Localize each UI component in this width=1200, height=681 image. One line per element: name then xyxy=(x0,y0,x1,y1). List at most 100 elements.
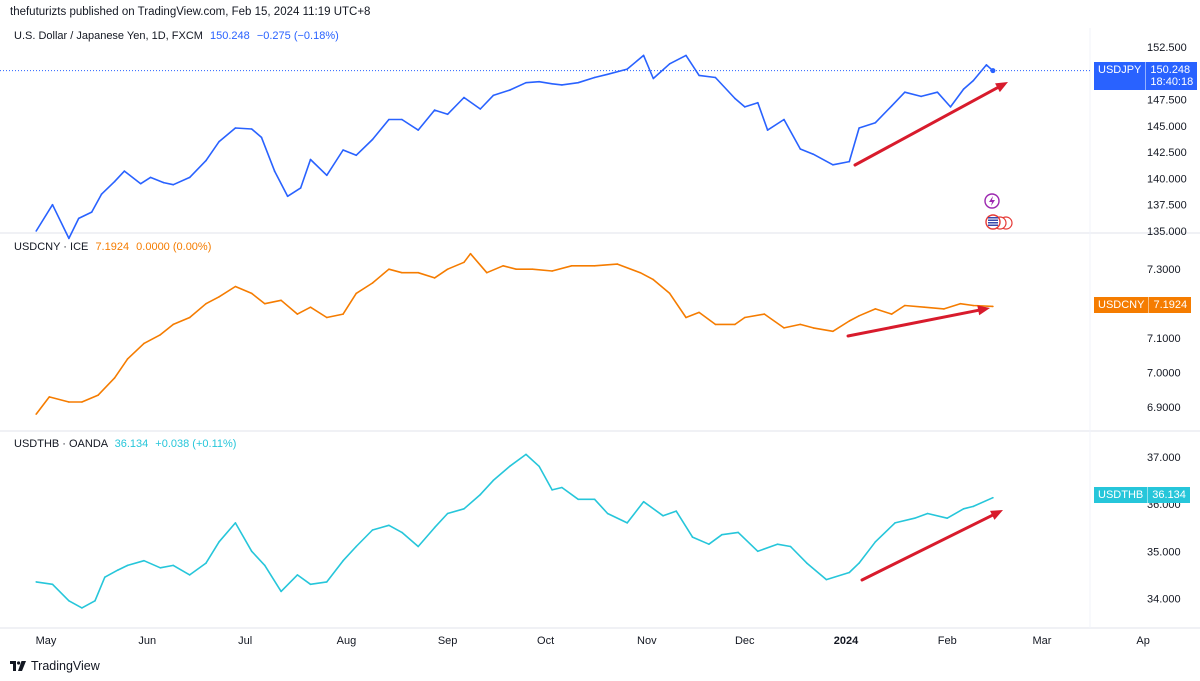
data-point xyxy=(417,545,420,548)
data-point xyxy=(985,64,988,66)
data-point xyxy=(858,562,860,564)
data-point xyxy=(668,63,671,65)
data-point xyxy=(642,54,645,57)
data-point xyxy=(561,486,563,489)
trend-arrow-head xyxy=(995,82,1008,93)
legend-usdjpy[interactable]: U.S. Dollar / Japanese Yen, 1D, FXCM 150… xyxy=(14,30,339,42)
data-point xyxy=(234,285,237,288)
data-point xyxy=(286,195,289,198)
price-tick-label: 135.000 xyxy=(1147,226,1187,238)
data-point xyxy=(525,453,527,456)
data-point xyxy=(401,118,403,121)
price-scale[interactable]: 152.500150.000147.500145.000142.500140.0… xyxy=(1147,42,1187,605)
x-tick-label: Dec xyxy=(735,635,755,647)
legend-usdcny-change: 0.0000 (0.00%) xyxy=(136,241,212,253)
data-point xyxy=(68,401,70,403)
x-tick-label: Jul xyxy=(238,635,252,647)
data-point xyxy=(874,541,877,543)
x-tick-label: Nov xyxy=(637,635,657,647)
data-point xyxy=(48,396,51,398)
price-tick-label: 137.500 xyxy=(1147,200,1187,212)
legend-usdcny[interactable]: USDCNY · ICE 7.1924 0.0000 (0.00%) xyxy=(14,241,211,253)
data-point xyxy=(35,413,37,415)
data-point xyxy=(757,550,759,553)
data-point xyxy=(68,600,70,602)
data-point xyxy=(492,94,495,97)
data-point xyxy=(159,567,162,569)
data-point xyxy=(920,95,922,98)
data-point xyxy=(205,159,207,162)
x-tick-label: Ap xyxy=(1136,635,1149,647)
data-point xyxy=(205,562,207,564)
data-point xyxy=(342,313,344,315)
data-point xyxy=(433,109,436,111)
data-point xyxy=(417,271,420,274)
data-point xyxy=(326,581,328,583)
legend-usdthb[interactable]: USDTHB · OANDA 36.134 +0.038 (+0.11%) xyxy=(14,438,236,450)
data-point xyxy=(825,578,828,581)
data-point xyxy=(433,526,436,529)
data-point xyxy=(577,81,579,84)
data-point xyxy=(401,531,403,534)
data-point xyxy=(858,127,860,129)
data-point xyxy=(959,302,962,305)
data-point xyxy=(508,89,511,91)
data-point xyxy=(371,138,374,141)
data-point xyxy=(593,265,596,267)
data-point xyxy=(962,88,965,90)
data-point xyxy=(972,304,975,307)
data-point xyxy=(806,562,808,564)
data-point xyxy=(35,230,37,232)
data-point xyxy=(371,282,374,284)
data-point xyxy=(77,217,80,220)
data-point xyxy=(446,113,449,116)
data-point xyxy=(264,302,266,305)
x-tick-label: Aug xyxy=(337,635,357,647)
data-point xyxy=(159,334,162,336)
data-point xyxy=(172,564,175,567)
data-point xyxy=(962,508,965,510)
data-point xyxy=(766,129,769,131)
data-point xyxy=(639,271,642,274)
data-point xyxy=(691,536,694,538)
data-point xyxy=(296,574,299,576)
legend-usdcny-value: 7.1924 xyxy=(95,241,130,253)
data-point xyxy=(538,80,540,83)
data-point xyxy=(486,271,488,274)
data-point xyxy=(946,517,948,519)
data-point xyxy=(139,182,142,185)
data-point xyxy=(264,564,266,567)
data-point xyxy=(234,522,237,524)
data-point xyxy=(172,323,175,326)
data-point xyxy=(433,277,436,279)
series-usdthb xyxy=(35,453,994,609)
data-point xyxy=(832,330,834,333)
data-point xyxy=(904,91,906,93)
data-point xyxy=(309,583,312,586)
data-point xyxy=(51,583,54,586)
data-point xyxy=(126,564,129,567)
data-point xyxy=(250,550,253,553)
data-point xyxy=(737,531,739,534)
usdjpy-price-tag: USDJPY 150.248 18:40:18 xyxy=(1094,62,1198,90)
usdthb-line xyxy=(36,453,994,609)
x-tick-label: 2024 xyxy=(834,635,859,647)
data-point xyxy=(463,508,465,510)
publish-info: thefuturizts published on TradingView.co… xyxy=(10,6,371,18)
price-tick-label: 7.0000 xyxy=(1147,368,1181,380)
data-point xyxy=(401,271,403,274)
data-point xyxy=(299,187,302,189)
data-point xyxy=(508,465,511,468)
us-flag-event-icon xyxy=(985,214,1013,230)
data-point xyxy=(515,268,517,271)
data-point xyxy=(593,76,596,79)
tradingview-footer[interactable]: TradingView xyxy=(10,659,100,673)
data-point xyxy=(355,292,358,295)
data-point xyxy=(326,316,328,319)
data-point xyxy=(492,479,495,482)
data-point xyxy=(525,81,527,84)
data-point xyxy=(943,308,945,310)
data-point xyxy=(479,108,482,110)
price-tick-label: 142.500 xyxy=(1147,147,1187,159)
